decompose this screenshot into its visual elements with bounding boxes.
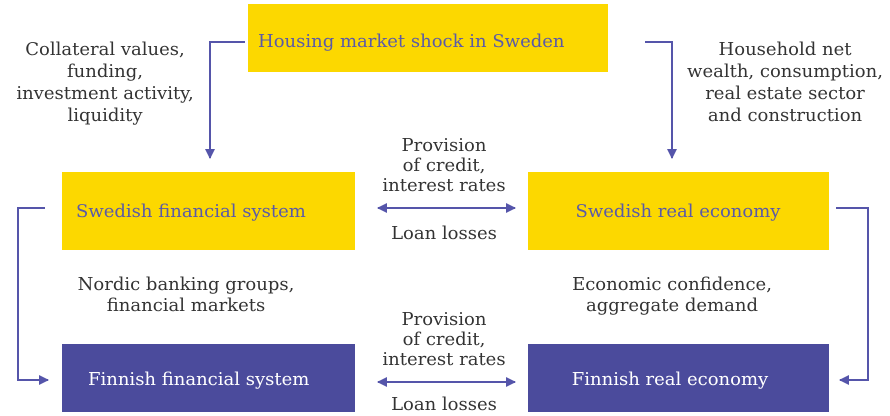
- arrow: [645, 41, 677, 159]
- label-line: wealth, consumption,: [687, 61, 883, 82]
- node-box: [248, 4, 608, 72]
- label-line: real estate sector: [705, 83, 865, 104]
- label-line: funding,: [67, 61, 143, 82]
- node-label: Swedish financial system: [76, 201, 306, 222]
- arrow: [205, 41, 245, 159]
- edge-label: Provision of credit, interest rates: [382, 309, 505, 370]
- label-line: Economic confidence,: [572, 274, 772, 295]
- node-box: [62, 344, 355, 412]
- label-line: Provision: [402, 309, 487, 330]
- edge-label: Nordic banking groups, financial markets: [78, 274, 295, 316]
- label-line: investment activity,: [16, 83, 193, 104]
- node-box: [62, 172, 355, 250]
- label-line: Household net: [719, 39, 853, 60]
- arrow: [17, 207, 49, 385]
- label-line: financial markets: [107, 295, 265, 316]
- label-line: liquidity: [67, 105, 143, 126]
- label-line: Loan losses: [391, 223, 497, 244]
- label-line: of credit,: [403, 155, 486, 176]
- node-box: [528, 344, 829, 412]
- label-line: interest rates: [382, 349, 505, 370]
- label-line: Nordic banking groups,: [78, 274, 295, 295]
- node-label: Swedish real economy: [576, 201, 782, 222]
- node-label: Housing market shock in Sweden: [258, 31, 565, 52]
- arrow: [836, 207, 869, 385]
- edge-label: Household net wealth, consumption, real …: [687, 39, 883, 126]
- label-line: and construction: [708, 105, 863, 126]
- label-line: Loan losses: [391, 394, 497, 415]
- node-label: Finnish real economy: [572, 369, 769, 390]
- label-line: aggregate demand: [586, 295, 758, 316]
- edge-label: Provision of credit, interest rates: [382, 135, 505, 196]
- label-line: Collateral values,: [25, 39, 184, 60]
- label-line: interest rates: [382, 175, 505, 196]
- node-box: [528, 172, 829, 250]
- label-line: Provision: [402, 135, 487, 156]
- edge-label: Collateral values, funding, investment a…: [16, 39, 193, 126]
- edge-label: Economic confidence, aggregate demand: [572, 274, 772, 316]
- node-label: Finnish financial system: [88, 369, 309, 390]
- label-line: of credit,: [403, 329, 486, 350]
